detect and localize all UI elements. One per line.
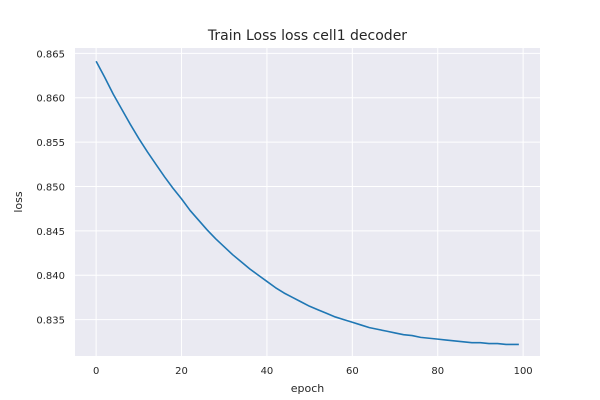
chart-title: Train Loss loss cell1 decoder [207, 28, 407, 44]
x-tick-label: 60 [346, 366, 359, 377]
y-tick-label: 0.855 [36, 138, 65, 149]
y-tick-labels: 0.835 0.840 0.845 0.850 0.855 0.860 0.865 [36, 49, 65, 326]
plot-background [75, 48, 540, 356]
y-tick-label: 0.840 [36, 271, 65, 282]
x-tick-label: 20 [175, 366, 188, 377]
y-tick-label: 0.845 [36, 227, 65, 238]
x-tick-label: 0 [93, 366, 99, 377]
x-tick-label: 40 [261, 366, 274, 377]
y-tick-label: 0.850 [36, 182, 65, 193]
x-tick-labels: 0 20 40 60 80 100 [93, 366, 533, 377]
y-tick-label: 0.835 [36, 316, 65, 327]
x-axis-label: epoch [291, 382, 325, 395]
y-axis-label: loss [12, 191, 25, 213]
x-tick-label: 80 [431, 366, 444, 377]
y-tick-label: 0.865 [36, 49, 65, 60]
x-tick-label: 100 [514, 366, 533, 377]
series-layer [95, 60, 519, 346]
grid-lines [75, 48, 540, 356]
loss-series-line [95, 60, 519, 346]
y-tick-label: 0.860 [36, 94, 65, 105]
